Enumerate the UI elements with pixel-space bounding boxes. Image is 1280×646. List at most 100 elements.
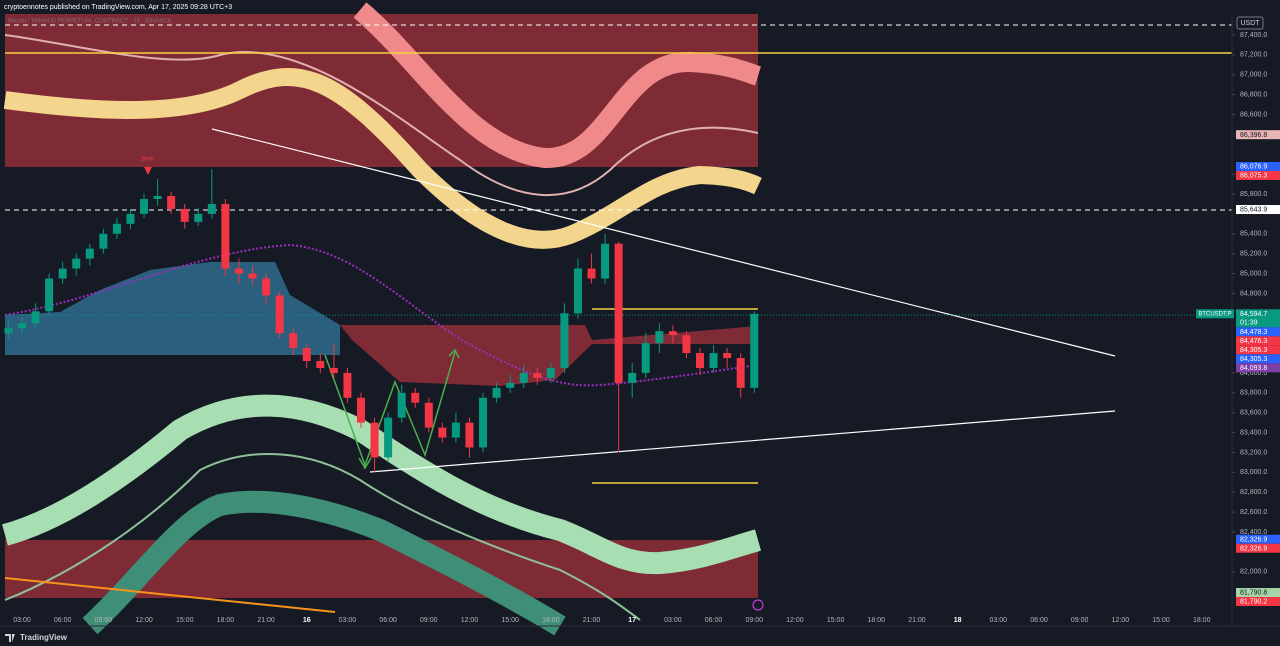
price-tag bbox=[1236, 161, 1280, 171]
x-tick-label: 21:00 bbox=[583, 617, 601, 624]
x-tick-label: 21:00 bbox=[257, 617, 275, 624]
zigzag bbox=[324, 351, 456, 468]
x-tick-label: 06:00 bbox=[705, 617, 723, 624]
y-tick-label: 86,600.0 bbox=[1240, 111, 1267, 118]
candle-body bbox=[614, 243, 623, 383]
price-tag-label: 81,790.8 bbox=[1240, 590, 1267, 597]
x-tick-label: 09:00 bbox=[420, 617, 438, 624]
trend-line bbox=[211, 128, 1116, 357]
candle-body bbox=[438, 427, 447, 438]
price-tag bbox=[1236, 543, 1280, 553]
candle-body bbox=[329, 367, 338, 373]
candle-body bbox=[180, 208, 189, 222]
candle-body bbox=[153, 195, 162, 199]
candle-body bbox=[479, 397, 488, 448]
candle-body bbox=[628, 372, 637, 383]
x-tick-label: 03:00 bbox=[664, 617, 682, 624]
brand-logo bbox=[5, 634, 15, 642]
price-tag bbox=[1236, 130, 1280, 140]
price-tag bbox=[1236, 336, 1280, 346]
price-tag-label: 86,076.9 bbox=[1240, 164, 1267, 171]
price-tag bbox=[1236, 170, 1280, 180]
candle-body bbox=[72, 258, 81, 269]
y-tick-label: 82,400.0 bbox=[1240, 529, 1267, 536]
price-tag bbox=[1236, 354, 1280, 364]
candle-body bbox=[140, 198, 149, 214]
price-tag-label: 86,396.8 bbox=[1240, 132, 1267, 139]
y-tick-label: 87,000.0 bbox=[1240, 72, 1267, 79]
candle-body bbox=[411, 392, 420, 403]
price-tag bbox=[1236, 588, 1280, 598]
candle-body bbox=[465, 422, 474, 448]
price-tag bbox=[1236, 363, 1280, 373]
candle-body bbox=[573, 268, 582, 314]
basis-line bbox=[4, 243, 759, 387]
y-tick-label: 85,000.0 bbox=[1240, 270, 1267, 277]
symbol-label: BTCUSDT.P bbox=[1198, 312, 1231, 318]
cloud-red bbox=[340, 325, 758, 386]
candle-body bbox=[289, 333, 298, 349]
candle-body bbox=[601, 243, 610, 279]
price-tag-label: 81,790.2 bbox=[1240, 599, 1267, 606]
candle-body bbox=[167, 195, 176, 209]
price-tag bbox=[1236, 309, 1280, 328]
y-tick-label: 83,000.0 bbox=[1240, 469, 1267, 476]
candle-body bbox=[736, 358, 745, 388]
candle-body bbox=[424, 402, 433, 428]
candle-body bbox=[587, 268, 596, 279]
y-tick-label: 84,800.0 bbox=[1240, 290, 1267, 297]
x-tick-label: 15:00 bbox=[1152, 617, 1170, 624]
lower-band bbox=[1, 394, 762, 575]
x-tick-label: 21:00 bbox=[908, 617, 926, 624]
candle-body bbox=[262, 278, 271, 296]
y-tick-label: 87,200.0 bbox=[1240, 52, 1267, 59]
candle-body bbox=[302, 348, 311, 362]
currency-box bbox=[1236, 16, 1264, 30]
y-tick-label: 83,600.0 bbox=[1240, 410, 1267, 417]
y-tick-label: 83,200.0 bbox=[1240, 449, 1267, 456]
price-tag bbox=[1236, 534, 1280, 544]
candle-body bbox=[58, 268, 67, 279]
y-tick-label: 86,800.0 bbox=[1240, 91, 1267, 98]
zigzag-arrow bbox=[358, 348, 460, 470]
replay-icon bbox=[752, 599, 764, 611]
price-tag-label: 82,326.9 bbox=[1240, 536, 1267, 543]
candle-body bbox=[126, 213, 135, 224]
candles bbox=[4, 169, 759, 473]
mid-upper-band bbox=[3, 68, 762, 249]
trend-line bbox=[369, 410, 1116, 473]
price-tag-label: 84,305.3 bbox=[1240, 356, 1267, 363]
y-tick-label: 83,400.0 bbox=[1240, 429, 1267, 436]
x-tick-label: 12:00 bbox=[1112, 617, 1130, 624]
price-tag bbox=[1236, 597, 1280, 607]
price-tag bbox=[1236, 205, 1280, 215]
y-tick-label: 84,000.0 bbox=[1240, 370, 1267, 377]
price-tag-label: 84,305.3 bbox=[1240, 347, 1267, 354]
price-tag-label: 84,093.8 bbox=[1240, 365, 1267, 372]
candle-body bbox=[194, 213, 203, 222]
price-tag-label: 82,326.9 bbox=[1240, 545, 1267, 552]
candle-body bbox=[370, 422, 379, 458]
x-tick-label: 15:00 bbox=[176, 617, 194, 624]
x-tick-label: 12:00 bbox=[135, 617, 153, 624]
y-tick-label: 82,800.0 bbox=[1240, 489, 1267, 496]
x-tick-label: 12:00 bbox=[461, 617, 479, 624]
candle-body bbox=[248, 273, 257, 279]
bear-marker bbox=[144, 167, 152, 175]
x-tick-label: 03:00 bbox=[13, 617, 31, 624]
candle-body bbox=[18, 323, 26, 329]
x-tick-label: 15:00 bbox=[827, 617, 845, 624]
candle-body bbox=[506, 382, 515, 388]
indicator-overlays bbox=[1, 2, 1232, 636]
candle-body bbox=[99, 233, 108, 249]
candle-body bbox=[85, 248, 94, 259]
candle-body bbox=[343, 372, 352, 398]
candle-body bbox=[641, 343, 650, 373]
candle-body bbox=[397, 392, 406, 418]
candle-body bbox=[519, 372, 528, 383]
candle-body bbox=[112, 223, 121, 234]
x-tick-label: 17 bbox=[628, 617, 636, 624]
candle-body bbox=[234, 268, 243, 274]
candle-body bbox=[696, 353, 704, 368]
